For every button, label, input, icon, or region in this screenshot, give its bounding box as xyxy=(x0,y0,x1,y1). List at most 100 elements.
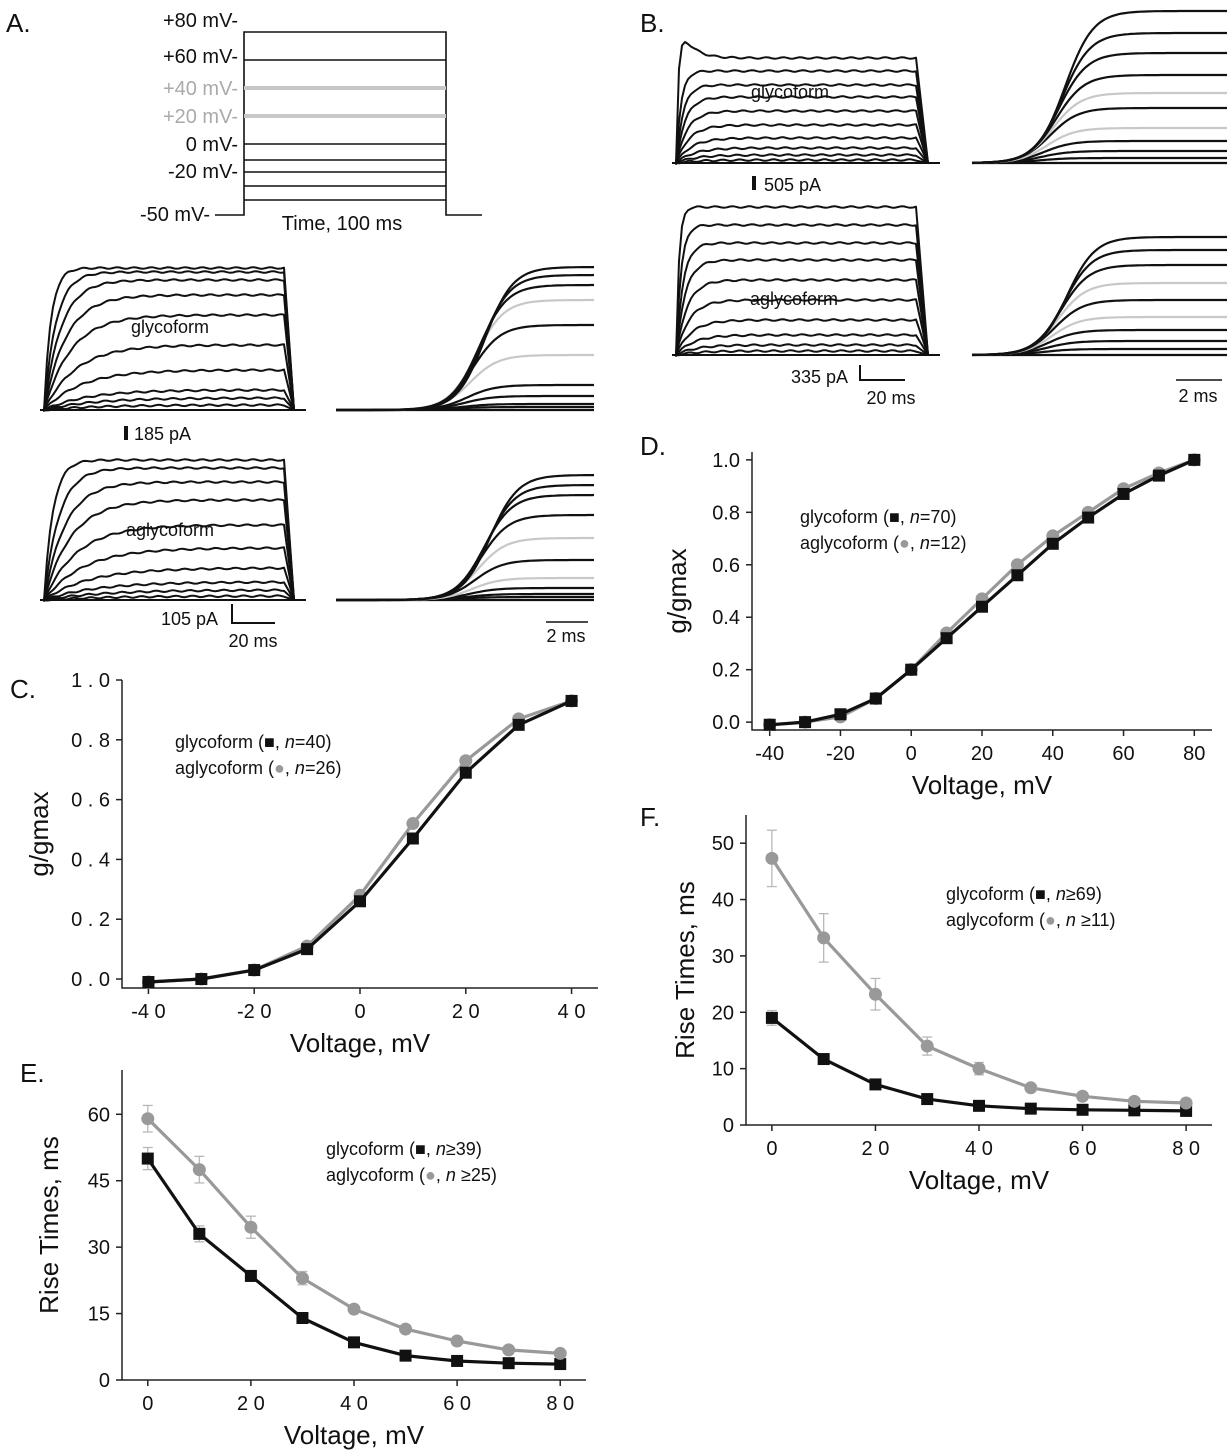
protocol-level-minus50: -50 mV- xyxy=(140,204,210,226)
zoom-traces-aglycoform-b xyxy=(971,235,1227,357)
current-trace xyxy=(672,349,929,357)
series-glycoform xyxy=(141,1146,567,1371)
panel-letter: F. xyxy=(640,802,660,832)
y-axis-label: g/gmax xyxy=(662,548,692,633)
current-trace xyxy=(672,241,929,357)
data-point xyxy=(1024,1081,1038,1095)
y-tick-label: 1.0 xyxy=(712,450,740,472)
zoom-trace xyxy=(336,266,594,412)
chart-c: C. -4 0 -2 0 0 2 0 4 0 0 . 0 0 . 2 0 . 4 0 . 6 0 .… xyxy=(10,670,598,1058)
zoom-traces-glycoform-b xyxy=(971,9,1227,165)
data-point xyxy=(399,1322,413,1336)
y-tick-label: 0.4 xyxy=(712,607,740,629)
current-scale-label: 505 pA xyxy=(764,175,821,195)
panel-a: A. +80 mV- +60 mV- +40 mV- +20 mV- 0 mV-… xyxy=(6,8,595,651)
data-point xyxy=(1179,1096,1193,1110)
zoom-trace xyxy=(971,235,1227,356)
protocol-level-40: +40 mV- xyxy=(163,78,238,100)
data-point xyxy=(920,1039,934,1053)
current-trace xyxy=(40,368,295,412)
current-trace xyxy=(672,136,929,165)
series-aglycoform xyxy=(141,1104,567,1360)
data-point xyxy=(972,1062,986,1076)
current-trace xyxy=(40,566,295,602)
y-tick-label: 0 xyxy=(723,1115,734,1137)
data-point xyxy=(869,1078,882,1091)
current-trace xyxy=(672,258,929,356)
y-tick-label: 45 xyxy=(88,1171,110,1193)
x-tick-label: 2 0 xyxy=(862,1138,890,1160)
x-tick-label: -40 xyxy=(755,743,784,765)
y-tick-label: 0 . 4 xyxy=(71,849,110,871)
current-trace xyxy=(672,109,929,164)
current-trace xyxy=(40,498,295,601)
panel-b: B. glycoform 505 pA aglycoform 335 pA 20… xyxy=(640,8,1227,408)
x-tick-label: -2 0 xyxy=(237,1001,271,1023)
y-tick-label: 0 . 8 xyxy=(71,730,110,752)
voltage-protocol: +80 mV- +60 mV- +40 mV- +20 mV- 0 mV- -2… xyxy=(140,10,482,235)
panel-letter: E. xyxy=(20,1058,45,1088)
data-point xyxy=(553,1346,567,1360)
data-point xyxy=(244,1269,257,1282)
x-tick-label: 20 xyxy=(971,743,993,765)
data-point xyxy=(868,987,882,1001)
x-axis-label: Voltage, mV xyxy=(290,1028,431,1058)
data-point xyxy=(450,1334,464,1348)
zoom-trace xyxy=(336,474,594,602)
data-point xyxy=(348,1336,360,1349)
current-traces-glycoform-b: glycoform xyxy=(672,41,940,165)
data-point xyxy=(976,600,988,613)
current-scale-label: 335 pA xyxy=(791,367,848,387)
zoom-trace xyxy=(336,273,595,412)
data-point xyxy=(502,1343,516,1357)
y-tick-label: 0 . 2 xyxy=(71,909,110,931)
protocol-level-minus20: -20 mV- xyxy=(168,161,238,183)
current-trace xyxy=(672,343,929,357)
x-axis-label: Voltage, mV xyxy=(284,1420,425,1450)
data-point xyxy=(554,1358,567,1371)
legend-entry: glycoform (■, n=70) xyxy=(800,507,956,527)
y-tick-label: 0.0 xyxy=(712,712,740,734)
y-tick-label: 0 . 0 xyxy=(71,969,110,991)
data-point xyxy=(195,973,208,986)
panel-letter: D. xyxy=(640,431,666,461)
data-point xyxy=(141,1112,155,1126)
panel-letter: C. xyxy=(10,674,36,704)
current-scale-label: 105 pA xyxy=(161,609,218,629)
zoom-traces-glycoform-a xyxy=(336,266,595,412)
data-point xyxy=(1046,537,1059,550)
current-trace xyxy=(672,318,929,357)
zoom-trace xyxy=(972,9,1227,164)
data-point xyxy=(296,1312,309,1324)
axis-frame xyxy=(751,452,1212,731)
x-tick-label: -20 xyxy=(826,743,855,765)
protocol-time-label: Time, 100 ms xyxy=(282,213,402,235)
current-scale-bar xyxy=(752,176,756,190)
data-point xyxy=(354,895,366,908)
scale-bar xyxy=(859,365,905,381)
chart-f: F. 0 2 0 4 0 6 0 8 0 0 10 20 30 40 50 Voltage, mV Ris… xyxy=(640,802,1212,1195)
data-point xyxy=(1082,511,1095,524)
current-trace xyxy=(672,41,929,165)
data-point xyxy=(459,766,472,779)
current-trace xyxy=(40,588,295,602)
series-aglycoform xyxy=(765,829,1193,1110)
x-tick-label: 4 0 xyxy=(340,1393,368,1415)
x-tick-label: 8 0 xyxy=(1172,1138,1200,1160)
data-point xyxy=(406,832,419,845)
x-tick-label: 4 0 xyxy=(965,1138,993,1160)
data-point xyxy=(834,708,847,721)
data-point xyxy=(1076,1103,1089,1116)
trace-label-glycoform: glycoform xyxy=(131,317,209,337)
y-axis-label: Rise Times, ms xyxy=(34,1136,64,1314)
x-axis-label: Voltage, mV xyxy=(909,1165,1050,1195)
data-point xyxy=(905,663,918,676)
data-point xyxy=(1010,558,1024,572)
current-trace xyxy=(40,388,295,412)
y-tick-label: 40 xyxy=(712,890,734,912)
legend-entry: aglycoform (●, n ≥25) xyxy=(326,1165,497,1185)
current-trace xyxy=(40,343,295,411)
data-point xyxy=(406,817,420,831)
zoom-traces-aglycoform-a xyxy=(336,474,595,602)
